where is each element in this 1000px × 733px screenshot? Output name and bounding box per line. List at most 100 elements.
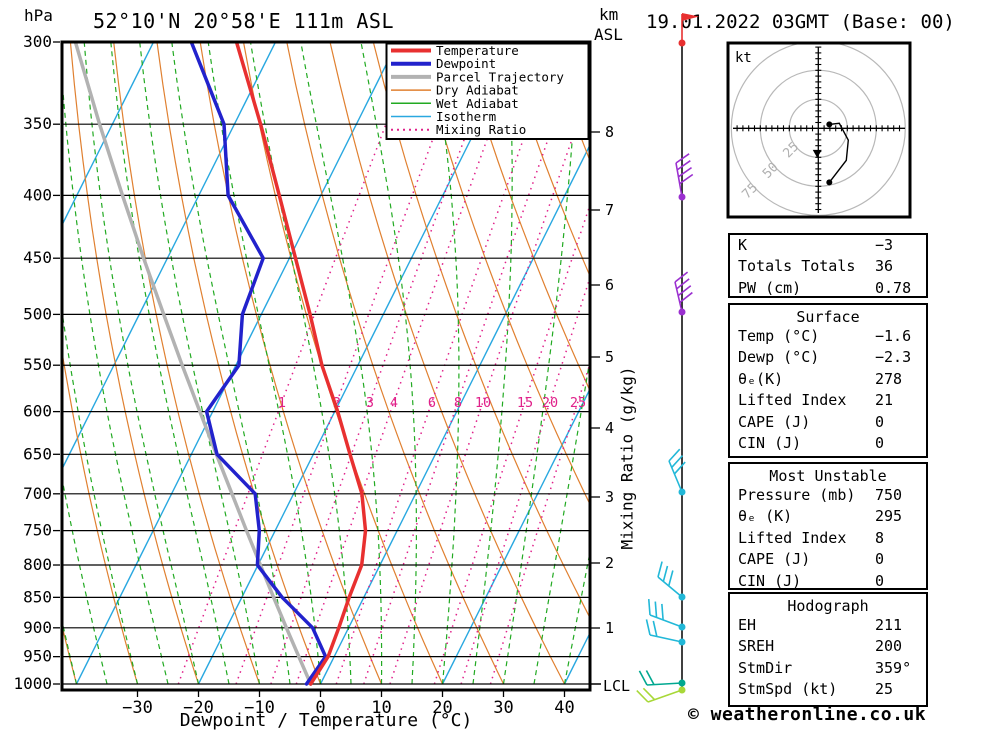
- copyright-footer: © weatheronline.co.uk: [688, 704, 927, 725]
- wind-barb-station-dot: [678, 39, 686, 47]
- wet-adiabat-line: [110, 42, 230, 685]
- temperature-curve: [234, 42, 368, 686]
- table-row: EH 211: [730, 615, 926, 636]
- table-row-label: CIN (J): [738, 433, 802, 452]
- temperature-tick-label: 0: [315, 698, 325, 718]
- table-row: StmDir 359°: [730, 658, 926, 679]
- mixing-ratio-label: 8: [454, 395, 462, 411]
- pressure-tick-label: 300: [23, 32, 52, 51]
- wind-barb: [678, 13, 699, 47]
- wind-barb-station-dot: [678, 638, 686, 646]
- pressure-axis-unit: hPa: [24, 6, 53, 25]
- table-title: Surface: [796, 308, 860, 326]
- table-row-value: 0: [875, 571, 885, 590]
- isotherm-line: [441, 387, 590, 685]
- temperature-tick-label: −10: [244, 698, 275, 718]
- wind-barb-column: [636, 13, 699, 703]
- table-row-value: 278: [875, 369, 903, 388]
- table-row-value: 200: [875, 637, 903, 656]
- temperature-axis-label: Dewpoint / Temperature (°C): [179, 710, 473, 731]
- wind-barb: [675, 153, 694, 201]
- table-row: K −3: [730, 235, 926, 256]
- wet-adiabat-line: [0, 42, 16, 684]
- wet-adiabat-line: [207, 42, 322, 685]
- table-row-label: SREH: [738, 637, 775, 656]
- table-row: Pressure (mb) 750: [730, 485, 926, 506]
- pressure-tick-label: 750: [23, 521, 52, 540]
- table-row-value: 750: [875, 486, 903, 504]
- table-row-value: 0: [875, 412, 885, 431]
- wet-adiabat-line: [472, 42, 513, 685]
- temperature-tick-label: 20: [432, 698, 452, 718]
- table-row-value: −3: [875, 236, 894, 254]
- lcl-label: LCL: [603, 677, 631, 695]
- table-row-label: StmDir: [738, 658, 793, 677]
- table-row-label: Pressure (mb): [738, 486, 856, 504]
- wet-adiabat-line: [300, 42, 383, 685]
- pressure-tick-label: 800: [23, 555, 52, 574]
- legend-label: Dewpoint: [436, 56, 496, 71]
- table-row: CAPE (J) 0: [730, 549, 926, 570]
- wet-adiabat-line: [171, 42, 291, 685]
- wind-barb: [674, 271, 693, 316]
- km-tick-label: 1: [605, 619, 614, 637]
- wind-barb: [647, 598, 686, 631]
- pressure-tick-label: 900: [23, 618, 52, 637]
- wet-adiabat-line: [431, 42, 460, 685]
- table-row-value: −1.6: [875, 327, 912, 345]
- wet-adiabat-line: [563, 549, 590, 685]
- isotherm-line: [62, 42, 155, 227]
- legend-label: Mixing Ratio: [436, 122, 526, 137]
- legend-label: Temperature: [436, 43, 519, 58]
- temperature-tick-label: 30: [493, 698, 513, 718]
- mixing-ratio-label: 4: [390, 395, 398, 411]
- km-tick-label: 4: [605, 419, 614, 437]
- mixing-ratio-label: 1: [278, 395, 286, 411]
- pressure-tick-label: 700: [23, 484, 52, 503]
- table-row: Lifted Index 21: [730, 390, 926, 411]
- wind-barb: [638, 670, 686, 687]
- hodograph-trace: [828, 122, 850, 183]
- table-row: SREH 200: [730, 636, 926, 657]
- table-row-label: CAPE (J): [738, 550, 811, 569]
- table-row: CIN (J) 0: [730, 571, 926, 592]
- table-row: θₑ (K) 295: [730, 506, 926, 527]
- legend-label: Isotherm: [436, 109, 496, 124]
- wind-barb-station-dot: [678, 308, 686, 316]
- index-table-hodograph: Hodograph EH 211 SREH 200 StmDir 359° StmSpd (k…: [728, 592, 928, 707]
- mixing-ratio-label: 3: [366, 395, 374, 411]
- wind-barb: [636, 686, 686, 703]
- altitude-axis-unit-km: km: [599, 5, 619, 24]
- pressure-tick-label: 850: [23, 587, 52, 606]
- km-tick-label: 3: [605, 488, 614, 506]
- mixing-ratio-label: 15: [517, 395, 533, 411]
- mixing-ratio-line: [389, 84, 590, 685]
- table-row-value: 21: [875, 391, 894, 410]
- mixing-ratio-label: 2: [333, 395, 341, 411]
- dry-adiabat-line: [69, 42, 200, 685]
- mixing-ratio-label: 6: [428, 395, 436, 411]
- pressure-tick-label: 500: [23, 304, 52, 323]
- table-title: Hodograph: [787, 597, 869, 615]
- isotherm-line: [319, 143, 590, 685]
- wet-adiabat-line: [139, 42, 261, 685]
- wind-barb-station-dot: [678, 686, 686, 694]
- isotherm-line: [75, 42, 399, 685]
- plot-frame: 3003504004505005506006507007508008509009…: [13, 32, 614, 718]
- table-row-label: Temp (°C): [738, 327, 820, 345]
- table-row-value: 36: [875, 257, 894, 276]
- plot-background: 1 2 3 4 6 8 10 15 20 25: [0, 42, 735, 686]
- table-title: Most Unstable: [769, 467, 887, 485]
- table-row-label: θₑ (K): [738, 507, 793, 526]
- wet-adiabat-line: [595, 42, 735, 684]
- mixing-ratio-line: [363, 42, 583, 685]
- km-tick-label: 7: [605, 201, 614, 219]
- table-row-value: 25: [875, 680, 894, 699]
- mixing-ratio-label: 10: [475, 395, 491, 411]
- wind-barb-station-dot: [678, 679, 686, 687]
- station-title: 52°10'N 20°58'E 111m ASL: [93, 9, 394, 33]
- table-row-label: Totals Totals: [738, 257, 856, 276]
- mixing-ratio-label: 20: [542, 395, 558, 411]
